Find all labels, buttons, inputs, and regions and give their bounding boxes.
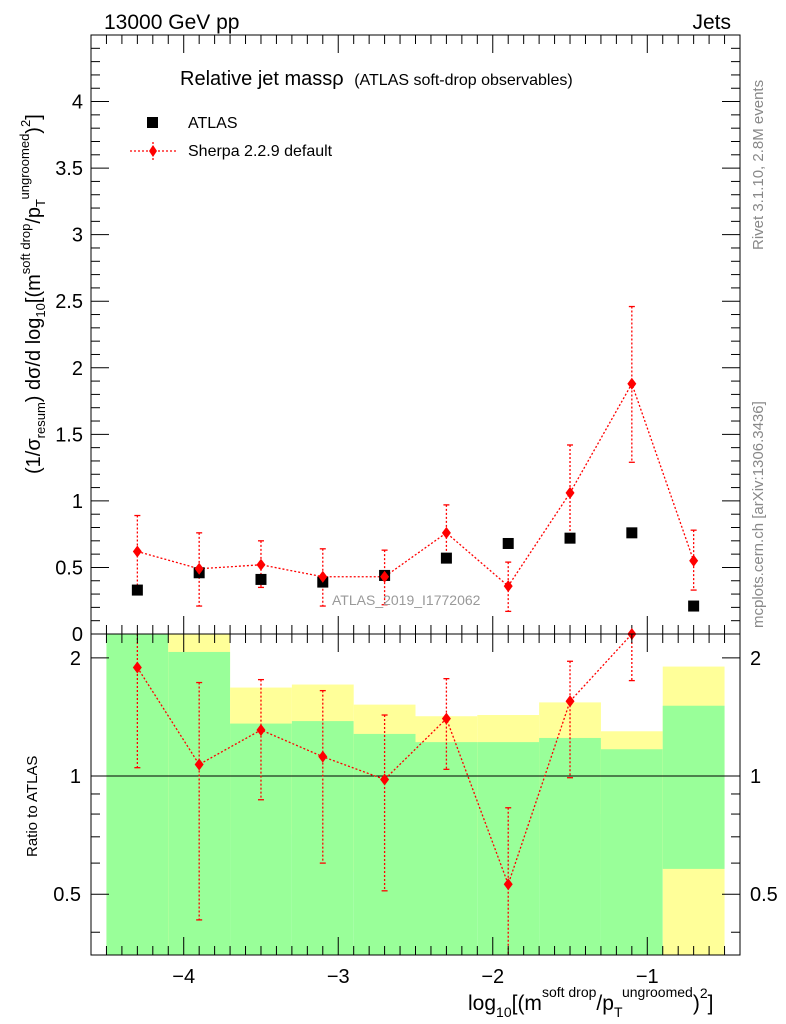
- y-tick-label-zero: 0: [72, 624, 83, 646]
- ratio-point: [318, 750, 328, 763]
- main-panel-content: [131, 305, 700, 613]
- plot-title-main: Relative jet massρ: [180, 68, 344, 90]
- x-tick-label: −1: [636, 966, 659, 988]
- sherpa-point: [689, 554, 699, 567]
- y-tick-label: 4: [72, 92, 83, 114]
- atlas-point: [255, 573, 267, 585]
- ratio-y-tick-label: 2: [750, 648, 761, 670]
- band-inner: [230, 723, 292, 955]
- sherpa-line: [137, 382, 695, 588]
- x-tick-label: −3: [327, 966, 350, 988]
- atlas-point: [688, 600, 700, 612]
- rivet-credit: Rivet 3.1.10, 2.8M events: [750, 80, 767, 250]
- ratio-point: [503, 878, 513, 891]
- sherpa-point: [256, 558, 266, 571]
- atlas-point: [564, 532, 576, 544]
- legend-marker-atlas: [147, 117, 158, 128]
- header-right: Jets: [692, 11, 731, 34]
- sherpa-point: [132, 545, 142, 558]
- y-axis-title: (1/σresum) dσ/d log10[(msoft drop/pTungr…: [17, 114, 48, 474]
- band-inner: [662, 705, 725, 869]
- band-inner: [600, 749, 663, 955]
- atlas-point: [440, 552, 452, 564]
- ratio-y-tick-label: 0.5: [53, 884, 81, 906]
- legend-label-sherpa: Sherpa 2.2.9 default: [188, 143, 333, 160]
- legend-label-atlas: ATLAS: [188, 115, 238, 132]
- y-tick-label: 0.5: [55, 557, 83, 579]
- sherpa-point: [318, 570, 328, 583]
- ratio-point: [256, 723, 266, 736]
- ratio-point: [565, 695, 575, 708]
- sherpa-point: [441, 526, 451, 539]
- y-tick-label: 1: [72, 491, 83, 513]
- sherpa-point: [380, 570, 390, 583]
- legend-marker-sherpa: [149, 145, 157, 157]
- ratio-panel-frame: [90, 633, 741, 956]
- atlas-point: [626, 527, 638, 539]
- ratio-panel-labels: −4 −3 −2 −1 0.5 0.5 1 1 2 2: [53, 648, 778, 988]
- ratio-panel-content: [91, 628, 740, 955]
- main-panel-frame: [90, 34, 741, 635]
- atlas-point: [131, 584, 143, 596]
- ratio-point: [441, 712, 451, 725]
- ratio-point: [380, 773, 390, 786]
- sherpa-point: [627, 377, 637, 390]
- ratio-y-tick-label: 1: [70, 766, 81, 788]
- sherpa-point: [565, 486, 575, 499]
- main-panel-labels: 0.5 1 1.5 2 2.5 3 3.5 4 0: [55, 92, 83, 646]
- ratio-y-tick-label: 2: [70, 648, 81, 670]
- ratio-point: [132, 661, 142, 674]
- watermark: ATLAS_2019_I1772062: [332, 592, 481, 608]
- x-tick-label: −2: [481, 966, 504, 988]
- ratio-y-tick-label: 1: [750, 766, 761, 788]
- plot-subtitle: (ATLAS soft-drop observables): [354, 72, 572, 89]
- x-axis-title: log10[(msoft drop/pTungroomed)2]: [468, 984, 713, 1020]
- plot-title: Relative jet massρ (ATLAS soft-drop obse…: [180, 68, 573, 90]
- y-tick-label: 3: [72, 225, 83, 247]
- ratio-y-axis-title: Ratio to ATLAS: [24, 756, 41, 857]
- y-tick-label: 3.5: [55, 158, 83, 180]
- y-tick-label: 1.5: [55, 424, 83, 446]
- x-tick-label: −4: [172, 966, 195, 988]
- ratio-y-tick-label: 0.5: [750, 884, 778, 906]
- band-inner: [415, 742, 478, 955]
- ratio-point: [194, 758, 204, 771]
- y-tick-label: 2: [72, 358, 83, 380]
- legend: ATLAS Sherpa 2.2.9 default: [130, 115, 333, 160]
- header-left: 13000 GeV pp: [104, 11, 239, 34]
- y-tick-label: 2.5: [55, 291, 83, 313]
- atlas-point: [502, 537, 514, 549]
- mcplots-credit: mcplots.cern.ch [arXiv:1306.3436]: [750, 401, 767, 628]
- sherpa-point: [503, 580, 513, 593]
- sherpa-point: [194, 562, 204, 575]
